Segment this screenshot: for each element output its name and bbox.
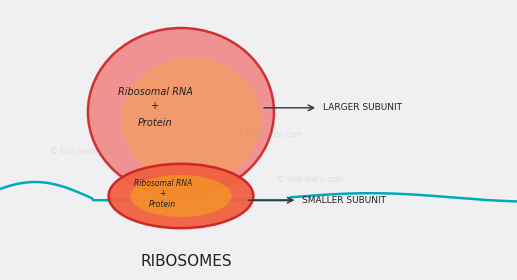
Text: SMALLER SUBUNIT: SMALLER SUBUNIT (302, 196, 386, 205)
Text: RIBOSOMES: RIBOSOMES (140, 254, 232, 269)
Ellipse shape (130, 175, 232, 217)
Text: +: + (151, 101, 159, 111)
Ellipse shape (88, 28, 274, 196)
Text: Protein: Protein (149, 200, 176, 209)
Text: Protein: Protein (138, 118, 172, 128)
Text: © first-learn.com: © first-learn.com (277, 175, 343, 184)
Ellipse shape (109, 164, 253, 228)
Ellipse shape (121, 57, 261, 183)
Text: © first-learn.com: © first-learn.com (50, 147, 116, 156)
Text: LARGER SUBUNIT: LARGER SUBUNIT (323, 103, 402, 112)
Text: +: + (160, 189, 166, 198)
Text: Ribosomal RNA: Ribosomal RNA (118, 87, 192, 97)
Text: Ribosomal RNA: Ribosomal RNA (134, 179, 192, 188)
Text: © first-learn.com: © first-learn.com (236, 130, 302, 139)
